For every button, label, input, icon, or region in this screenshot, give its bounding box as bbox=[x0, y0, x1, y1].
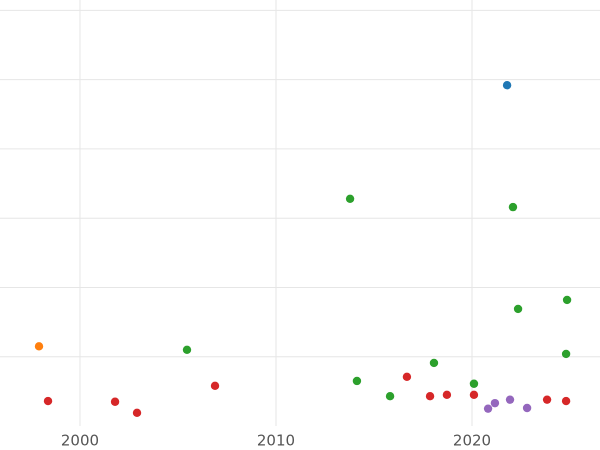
point bbox=[522, 403, 532, 413]
point bbox=[385, 392, 395, 401]
point bbox=[352, 376, 362, 386]
point bbox=[490, 398, 500, 408]
point bbox=[345, 194, 355, 203]
point bbox=[429, 358, 439, 368]
point bbox=[110, 397, 120, 406]
x-tick-label: 2010 bbox=[257, 432, 295, 450]
point bbox=[469, 390, 479, 400]
point bbox=[505, 395, 515, 404]
point bbox=[562, 295, 572, 305]
point bbox=[402, 372, 412, 382]
point bbox=[132, 408, 142, 418]
x-tick-label: 2000 bbox=[61, 432, 99, 450]
point bbox=[469, 379, 479, 388]
point bbox=[502, 81, 512, 90]
point bbox=[483, 404, 493, 413]
x-tick-label: 2020 bbox=[453, 432, 491, 450]
point bbox=[508, 202, 518, 212]
point bbox=[34, 342, 44, 351]
point bbox=[561, 396, 571, 406]
point bbox=[513, 304, 523, 314]
point bbox=[561, 349, 571, 359]
point bbox=[442, 390, 452, 400]
point bbox=[210, 381, 220, 391]
point bbox=[425, 392, 435, 401]
point bbox=[542, 395, 552, 404]
point bbox=[182, 345, 192, 355]
point bbox=[43, 396, 53, 406]
